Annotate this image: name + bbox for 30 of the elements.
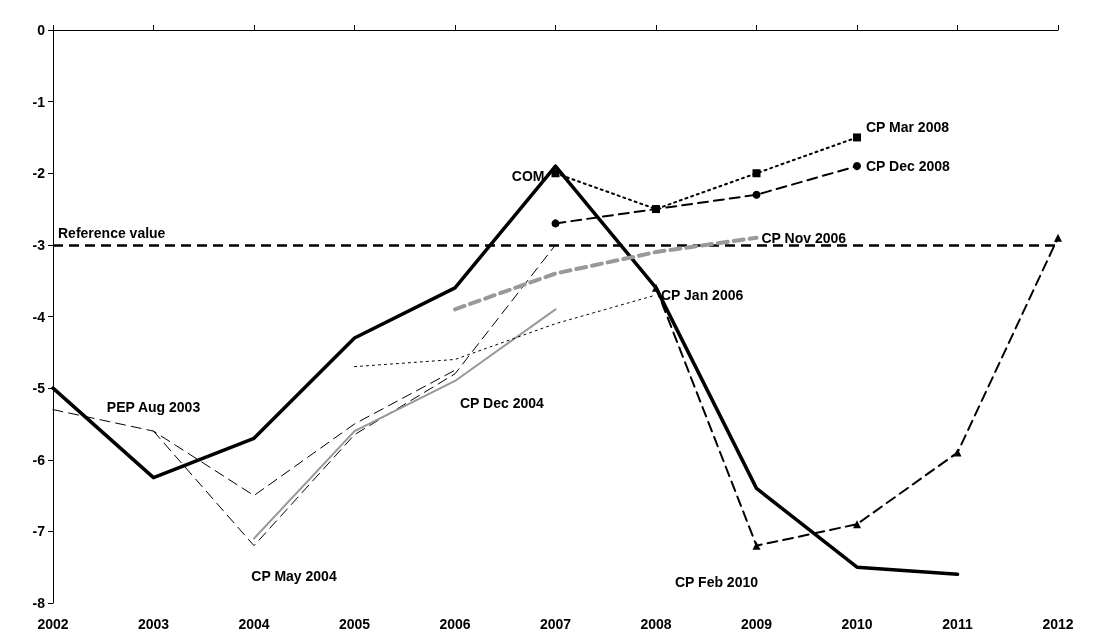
x-tick-label: 2007 [539, 616, 572, 632]
x-tick-label: 2010 [841, 616, 873, 632]
series-label: CP Mar 2008 [866, 119, 950, 136]
series-label: CP Feb 2010 [674, 573, 759, 590]
y-tick-label: -7 [32, 523, 46, 540]
series-label: CP Jan 2006 [661, 287, 744, 304]
x-tick-label: 2009 [740, 616, 773, 632]
y-tick-label: -3 [32, 236, 46, 253]
series-label: COM [511, 168, 545, 185]
y-tick-label: -5 [32, 380, 46, 397]
x-tick-label: 2005 [338, 616, 371, 632]
y-tick-label: -8 [32, 595, 46, 611]
y-tick-label: -4 [32, 308, 46, 325]
x-tick-label: 2002 [37, 616, 69, 632]
x-tick-label: 2003 [137, 616, 170, 632]
y-tick-label: -6 [32, 451, 46, 468]
series-label: CP May 2004 [251, 567, 337, 584]
x-tick-label: 2011 [942, 616, 973, 632]
x-tick-label: 2012 [1042, 616, 1074, 632]
y-tick-label: 0 [37, 22, 46, 38]
x-tick-label: 2008 [640, 616, 672, 632]
x-tick-label: 2006 [439, 616, 471, 632]
series-label: CP Nov 2006 [761, 229, 847, 246]
y-tick-label: -2 [32, 165, 46, 182]
series-label: PEP Aug 2003 [106, 399, 201, 416]
ref-line-label: Reference value [58, 224, 166, 241]
series-label: CP Dec 2004 [460, 394, 545, 411]
series-label: CP Dec 2008 [866, 158, 951, 175]
x-tick-label: 2004 [238, 616, 270, 632]
y-tick-label: -1 [32, 93, 46, 110]
